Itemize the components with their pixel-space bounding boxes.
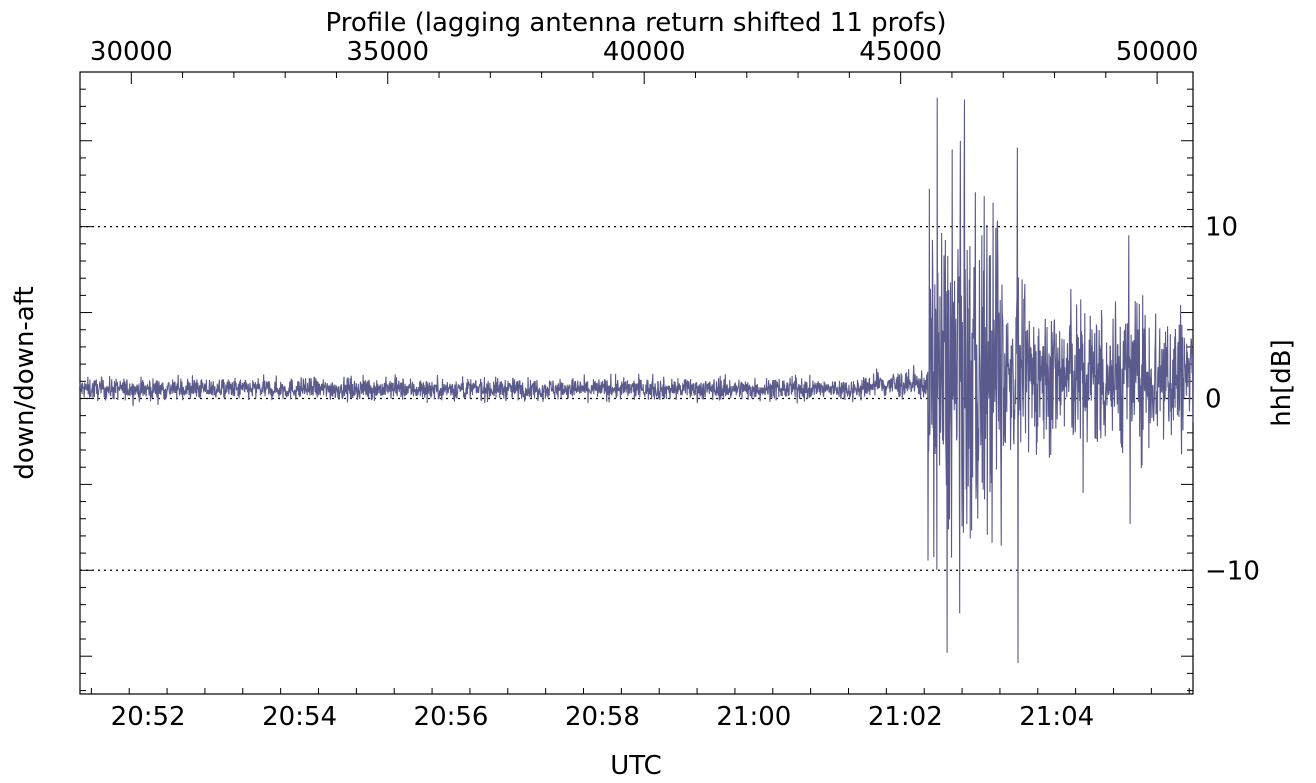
y-right-tick-label: 0 (1205, 384, 1222, 414)
y-right-tick-label: −10 (1205, 556, 1260, 586)
y-axis-label-left: down/down-aft (10, 286, 40, 479)
x-axis-label: UTC (610, 751, 662, 781)
x-profile-tick-label: 30000 (90, 37, 173, 67)
x-profile-tick-label: 50000 (1116, 37, 1199, 67)
x-profile-tick-label: 45000 (859, 37, 942, 67)
x-time-tick-label: 20:58 (565, 702, 640, 732)
x-time-tick-label: 20:52 (111, 702, 186, 732)
chart-title: Profile (lagging antenna return shifted … (325, 8, 946, 38)
x-time-tick-label: 20:56 (414, 702, 489, 732)
x-time-tick-label: 21:02 (868, 702, 943, 732)
series-layer (79, 97, 1194, 664)
series-line (79, 97, 1194, 664)
x-time-tick-label: 21:04 (1019, 702, 1094, 732)
x-profile-tick-label: 35000 (346, 37, 429, 67)
x-time-tick-label: 20:54 (262, 702, 337, 732)
y-axis-label-right: hh[dB] (1267, 339, 1297, 427)
tick-labels: 20:52 20:54 20:56 20:58 21:00 21:02 21:04 30000… (90, 37, 1260, 732)
y-right-tick-label: 10 (1205, 213, 1238, 243)
x-time-tick-label: 21:00 (716, 702, 791, 732)
x-profile-tick-label: 40000 (603, 37, 686, 67)
ticks (79, 72, 1193, 694)
